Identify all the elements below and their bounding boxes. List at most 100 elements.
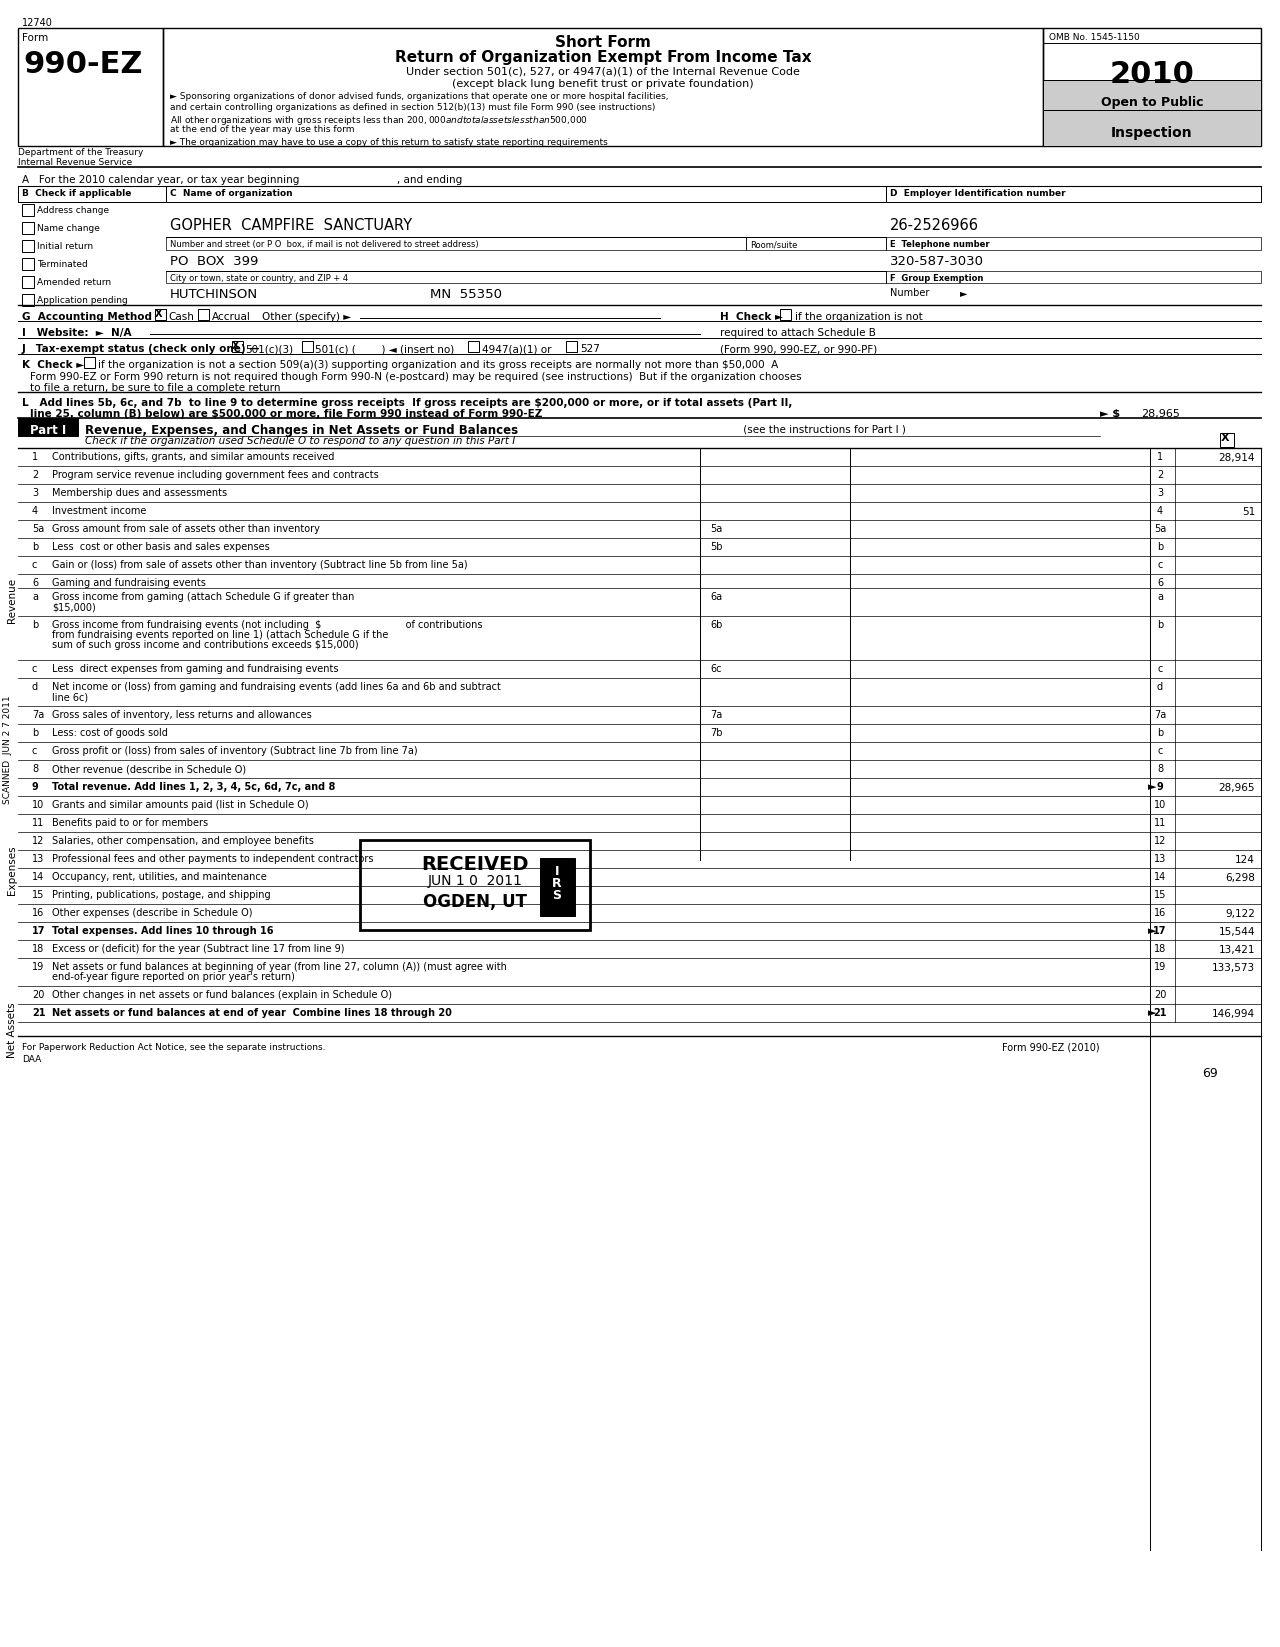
Text: Less: cost of goods sold: Less: cost of goods sold xyxy=(52,728,168,738)
Text: SCANNED  JUN 2 7 2011: SCANNED JUN 2 7 2011 xyxy=(4,695,13,804)
Bar xyxy=(780,310,791,320)
Text: For Paperwork Reduction Act Notice, see the separate instructions.: For Paperwork Reduction Act Notice, see … xyxy=(22,1043,325,1052)
Text: 14: 14 xyxy=(32,871,45,883)
Text: 5a: 5a xyxy=(710,524,722,534)
Text: X: X xyxy=(232,341,239,351)
Text: C  Name of organization: C Name of organization xyxy=(170,189,293,198)
Text: Net assets or fund balances at beginning of year (from line 27, column (A)) (mus: Net assets or fund balances at beginning… xyxy=(52,962,507,972)
Text: 7a: 7a xyxy=(1153,710,1166,720)
Text: E  Telephone number: E Telephone number xyxy=(890,240,989,249)
Text: 4: 4 xyxy=(1157,506,1164,516)
Text: c: c xyxy=(1157,746,1162,756)
Text: Professional fees and other payments to independent contractors: Professional fees and other payments to … xyxy=(52,855,374,865)
Text: Gross profit or (loss) from sales of inventory (Subtract line 7b from line 7a): Gross profit or (loss) from sales of inv… xyxy=(52,746,417,756)
Text: Less  direct expenses from gaming and fundraising events: Less direct expenses from gaming and fun… xyxy=(52,664,338,674)
Bar xyxy=(84,357,95,367)
Text: Application pending: Application pending xyxy=(37,296,128,305)
Text: Other (specify) ►: Other (specify) ► xyxy=(262,311,351,323)
Text: 18: 18 xyxy=(1153,944,1166,954)
Text: Amended return: Amended return xyxy=(37,278,111,287)
Text: 17: 17 xyxy=(1153,926,1167,935)
Text: Less  cost or other basis and sales expenses: Less cost or other basis and sales expen… xyxy=(52,542,270,552)
Text: GOPHER  CAMPFIRE  SANCTUARY: GOPHER CAMPFIRE SANCTUARY xyxy=(170,217,412,232)
Text: Total expenses. Add lines 10 through 16: Total expenses. Add lines 10 through 16 xyxy=(52,926,274,935)
Text: 16: 16 xyxy=(32,907,45,917)
Text: ► The organization may have to use a copy of this return to satisfy state report: ► The organization may have to use a cop… xyxy=(170,138,608,147)
Text: Expenses: Expenses xyxy=(6,845,17,894)
Text: $15,000): $15,000) xyxy=(52,603,96,613)
Text: ►: ► xyxy=(1148,926,1157,935)
Text: Salaries, other compensation, and employee benefits: Salaries, other compensation, and employ… xyxy=(52,837,314,847)
Text: c: c xyxy=(1157,560,1162,570)
Bar xyxy=(22,259,35,270)
Text: a: a xyxy=(1157,591,1164,603)
Text: JUN 1 0  2011: JUN 1 0 2011 xyxy=(428,875,522,888)
Text: X: X xyxy=(1221,433,1230,443)
Text: ►: ► xyxy=(1148,1008,1157,1018)
Text: Gross income from gaming (attach Schedule G if greater than: Gross income from gaming (attach Schedul… xyxy=(52,591,355,603)
Text: sum of such gross income and contributions exceeds $15,000): sum of such gross income and contributio… xyxy=(52,641,358,651)
Text: Under section 501(c), 527, or 4947(a)(1) of the Internal Revenue Code: Under section 501(c), 527, or 4947(a)(1)… xyxy=(406,68,800,77)
Text: 18: 18 xyxy=(32,944,45,954)
Bar xyxy=(166,272,886,283)
Text: 124: 124 xyxy=(1235,855,1254,865)
Text: Room/suite: Room/suite xyxy=(750,240,797,249)
Text: R: R xyxy=(552,876,562,889)
Text: 5b: 5b xyxy=(710,542,722,552)
Text: 10: 10 xyxy=(1153,800,1166,810)
Bar xyxy=(22,277,35,288)
Text: X: X xyxy=(155,310,163,320)
Text: 8: 8 xyxy=(32,764,38,774)
Text: line 6c): line 6c) xyxy=(52,692,88,702)
Text: Number and street (or P O  box, if mail is not delivered to street address): Number and street (or P O box, if mail i… xyxy=(170,240,479,249)
Text: 6a: 6a xyxy=(710,591,722,603)
Text: 4: 4 xyxy=(32,506,38,516)
Text: City or town, state or country, and ZIP + 4: City or town, state or country, and ZIP … xyxy=(170,273,348,283)
Text: b: b xyxy=(32,728,38,738)
Text: Total revenue. Add lines 1, 2, 3, 4, 5c, 6d, 7c, and 8: Total revenue. Add lines 1, 2, 3, 4, 5c,… xyxy=(52,782,335,792)
Text: 501(c) (: 501(c) ( xyxy=(315,344,356,354)
Text: Revenue, Expenses, and Changes in Net Assets or Fund Balances: Revenue, Expenses, and Changes in Net As… xyxy=(84,423,518,436)
Bar xyxy=(302,341,314,352)
Text: Return of Organization Exempt From Income Tax: Return of Organization Exempt From Incom… xyxy=(394,49,812,64)
Text: 10: 10 xyxy=(32,800,45,810)
Text: Short Form: Short Form xyxy=(556,35,652,49)
Text: 15: 15 xyxy=(32,889,45,899)
Text: Printing, publications, postage, and shipping: Printing, publications, postage, and shi… xyxy=(52,889,270,899)
Bar xyxy=(22,222,35,234)
Bar xyxy=(468,341,479,352)
Text: D  Employer Identification number: D Employer Identification number xyxy=(890,189,1066,198)
Text: 133,573: 133,573 xyxy=(1212,963,1254,973)
Text: G  Accounting Method: G Accounting Method xyxy=(22,311,152,323)
Text: b: b xyxy=(32,619,38,631)
Text: 501(c)(3): 501(c)(3) xyxy=(244,344,293,354)
Text: Membership dues and assessments: Membership dues and assessments xyxy=(52,488,227,497)
Text: Name change: Name change xyxy=(37,224,100,232)
Text: 9: 9 xyxy=(32,782,38,792)
Text: 11: 11 xyxy=(32,819,45,828)
Text: 26-2526966: 26-2526966 xyxy=(890,217,979,232)
Text: Occupancy, rent, utilities, and maintenance: Occupancy, rent, utilities, and maintena… xyxy=(52,871,266,883)
Text: 6b: 6b xyxy=(710,619,722,631)
Text: d: d xyxy=(1157,682,1164,692)
Text: 5a: 5a xyxy=(1153,524,1166,534)
Text: 19: 19 xyxy=(32,962,45,972)
Text: and certain controlling organizations as defined in section 512(b)(13) must file: and certain controlling organizations as… xyxy=(170,104,655,112)
Text: 17: 17 xyxy=(32,926,46,935)
Bar xyxy=(166,186,886,203)
Text: a: a xyxy=(32,591,38,603)
Text: 20: 20 xyxy=(1153,990,1166,1000)
Text: Gaming and fundraising events: Gaming and fundraising events xyxy=(52,578,206,588)
Text: 7b: 7b xyxy=(710,728,722,738)
Text: 20: 20 xyxy=(32,990,45,1000)
Text: 1: 1 xyxy=(1157,451,1164,463)
Text: Investment income: Investment income xyxy=(52,506,146,516)
Text: 5a: 5a xyxy=(32,524,45,534)
Text: 8: 8 xyxy=(1157,764,1164,774)
Text: ► Sponsoring organizations of donor advised funds, organizations that operate on: ► Sponsoring organizations of donor advi… xyxy=(170,92,668,100)
Text: Part I: Part I xyxy=(29,423,67,436)
Text: Inspection: Inspection xyxy=(1111,127,1193,140)
Text: Other changes in net assets or fund balances (explain in Schedule O): Other changes in net assets or fund bala… xyxy=(52,990,392,1000)
Bar xyxy=(1043,81,1261,110)
Text: A   For the 2010 calendar year, or tax year beginning                           : A For the 2010 calendar year, or tax yea… xyxy=(22,175,462,184)
